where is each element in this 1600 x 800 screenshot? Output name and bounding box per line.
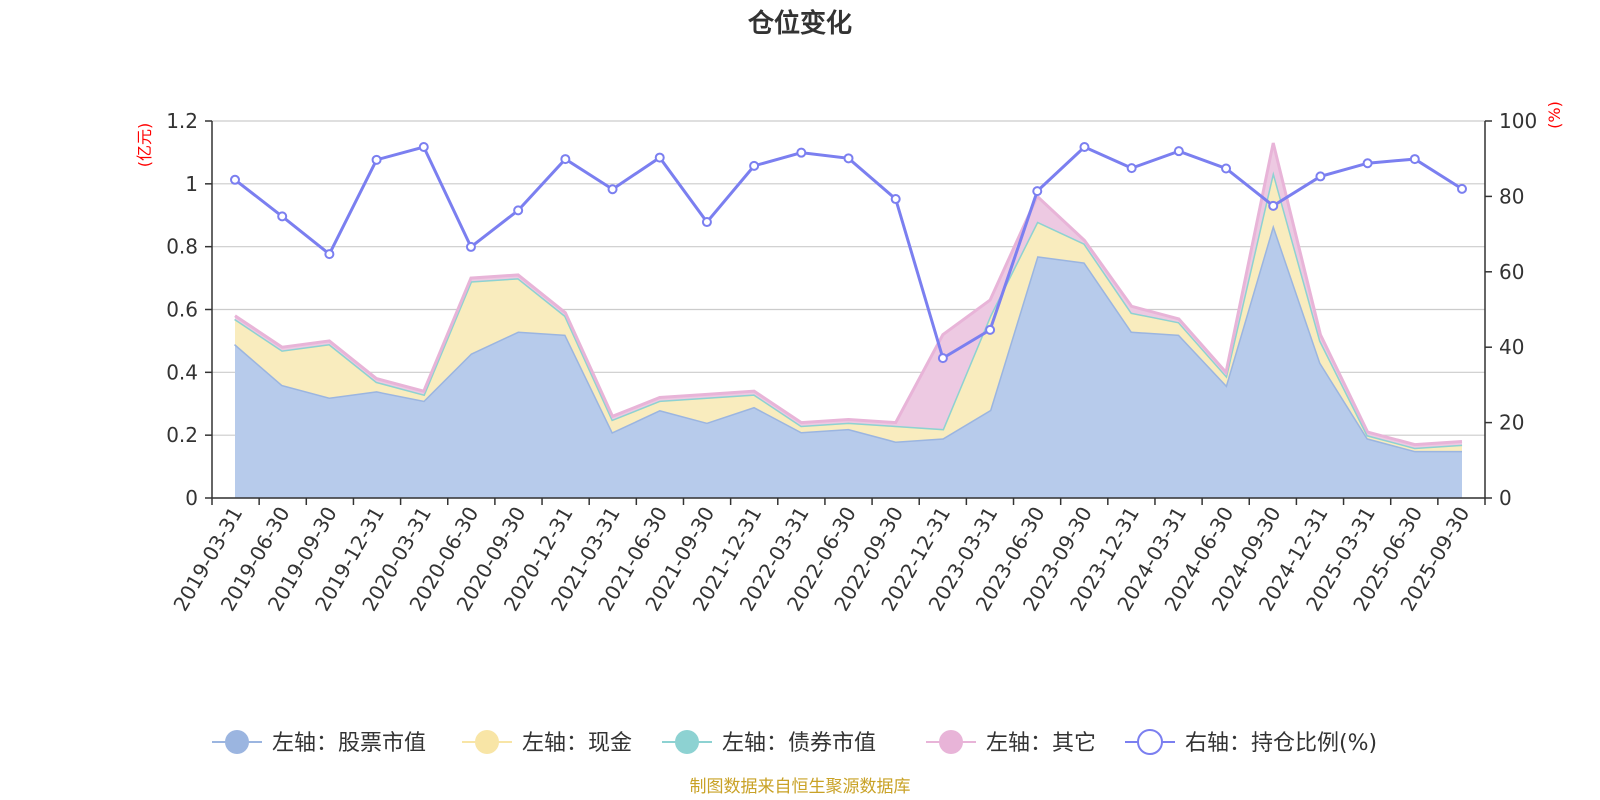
legend-item[interactable]: 右轴：持仓比例(%): [1125, 729, 1377, 756]
area-edge-左轴：其它: [234, 142, 1463, 447]
legend: 左轴：股票市值 左轴：现金 左轴：债券市值 左轴：其它 右轴：持仓比例(%): [212, 729, 1377, 756]
right-tick-label: 60: [1499, 260, 1524, 284]
left-tick-label: 0: [185, 486, 198, 510]
legend-item[interactable]: 左轴：股票市值: [212, 730, 426, 756]
ratio-point: [1173, 146, 1184, 157]
ratio-point: [843, 153, 854, 164]
left-tick-label: 1: [185, 172, 198, 196]
data-source-note: 制图数据来自恒生聚源数据库: [690, 777, 911, 797]
ratio-line: [230, 142, 1467, 364]
ratio-point: [749, 160, 760, 171]
ratio-point: [1221, 163, 1232, 174]
ratio-point: [1409, 154, 1420, 165]
area-左轴：现金: [235, 171, 1462, 451]
area-左轴：股票市值: [235, 224, 1462, 499]
chart-title: 仓位变化: [747, 8, 852, 39]
right-tick-label: 20: [1499, 411, 1524, 435]
ratio-point: [324, 249, 335, 260]
legend-item[interactable]: 左轴：其它: [926, 730, 1096, 756]
ratio-point: [1032, 186, 1043, 197]
left-tick-label: 0.2: [166, 423, 198, 447]
left-tick-label: 1.2: [166, 109, 198, 133]
ratio-point: [1079, 142, 1090, 153]
ratio-point: [513, 205, 524, 216]
ratio-point: [701, 217, 712, 228]
legend-label: 左轴：现金: [522, 731, 632, 756]
legend-label: 左轴：其它: [986, 731, 1096, 756]
ratio-point: [654, 152, 665, 163]
left-axis-unit: (亿元): [135, 123, 154, 168]
ratio-point: [937, 353, 948, 364]
left-tick-label: 0.4: [166, 360, 198, 384]
ratio-point: [465, 241, 476, 252]
ratio-point: [371, 154, 382, 165]
ratio-point: [1268, 200, 1279, 211]
right-tick-label: 40: [1499, 335, 1524, 359]
legend-marker: [225, 730, 249, 754]
legend-marker: [675, 730, 699, 754]
right-tick-label: 0: [1499, 486, 1512, 510]
ratio-point: [890, 194, 901, 205]
ratio-point: [1126, 163, 1137, 174]
ratio-point: [1315, 171, 1326, 182]
legend-item[interactable]: 左轴：债券市值: [662, 730, 876, 756]
legend-item[interactable]: 左轴：现金: [462, 730, 632, 756]
legend-marker: [475, 730, 499, 754]
ratio-point: [230, 174, 240, 185]
right-axis-unit: (%): [1545, 101, 1564, 129]
legend-label: 右轴：持仓比例(%): [1185, 731, 1377, 756]
legend-label: 左轴：股票市值: [272, 731, 426, 756]
stacked-areas: [234, 142, 1463, 499]
ratio-point: [560, 154, 571, 165]
legend-marker: [939, 730, 963, 754]
ratio-point: [418, 142, 429, 153]
ratio-point: [1362, 158, 1373, 169]
legend-marker: [1137, 729, 1163, 755]
ratio-point: [607, 184, 618, 195]
ratio-point: [1457, 183, 1467, 194]
ratio-point: [277, 211, 288, 222]
right-tick-label: 100: [1499, 109, 1537, 133]
ratio-point: [796, 147, 807, 158]
legend-label: 左轴：债券市值: [722, 731, 876, 756]
left-tick-label: 0.8: [166, 235, 198, 259]
right-tick-label: 80: [1499, 184, 1524, 208]
ratio-point: [985, 324, 996, 335]
left-tick-label: 0.6: [166, 298, 198, 322]
